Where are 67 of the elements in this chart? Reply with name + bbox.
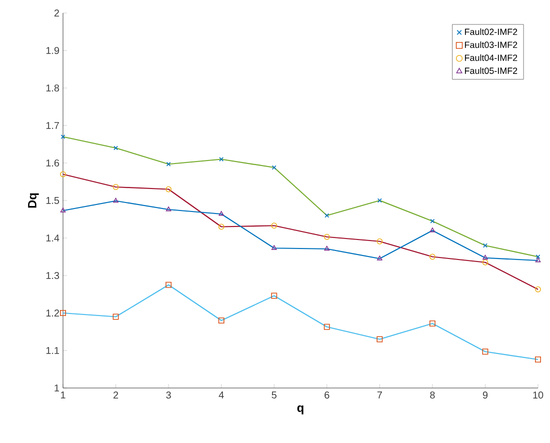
point (60, 134, 66, 139)
y-axis-title: Dq (28, 193, 39, 208)
point (429, 254, 436, 260)
point (482, 254, 488, 260)
y-tick-label: 1.1 (46, 347, 59, 354)
x-tick-label: 7 (377, 392, 382, 398)
point (324, 234, 330, 240)
point (218, 211, 224, 216)
y-tick-label: 1.7 (46, 122, 59, 129)
point (324, 324, 330, 330)
point (166, 206, 172, 212)
point (166, 282, 172, 288)
point (535, 356, 541, 362)
legend-label: Fault05-IMF2 (464, 67, 518, 74)
y-tick-label: 1.2 (46, 310, 59, 316)
point (535, 258, 541, 262)
point (218, 224, 224, 230)
point (271, 245, 277, 250)
y-tick-label: 2 (54, 10, 59, 16)
point (219, 157, 224, 162)
point (218, 318, 224, 324)
point (114, 146, 118, 150)
line-series (60, 134, 540, 259)
x-tick-label: 10 (533, 392, 544, 399)
point (429, 320, 436, 326)
x-tick-label: 2 (114, 392, 118, 398)
legend-label: Fault04-IMF2 (464, 54, 518, 61)
x-tick-label: 3 (166, 392, 171, 399)
x-tick-label: 1 (60, 392, 66, 398)
x-axis-title: q (297, 405, 304, 414)
y-tick-label: 1.6 (46, 159, 60, 167)
x-tick-label: 6 (324, 392, 330, 399)
point (430, 218, 435, 224)
x-tick-label: 4 (218, 392, 224, 398)
point (482, 259, 488, 266)
point (271, 292, 278, 299)
point (482, 348, 488, 355)
legend-label: Fault02-IMF2 (464, 28, 518, 36)
point (113, 198, 118, 203)
point (430, 228, 436, 232)
point (377, 198, 382, 203)
point (112, 314, 119, 320)
y-tick-label: 1.4 (46, 234, 60, 242)
point (271, 222, 278, 229)
point (112, 184, 119, 190)
y-tick-label: 1 (54, 384, 59, 392)
point (376, 238, 383, 244)
x-tick-label: 5 (272, 392, 276, 398)
point (166, 162, 171, 166)
point (377, 256, 382, 260)
point (272, 165, 276, 170)
x-tick-label: 8 (430, 392, 435, 399)
y-tick-label: 1.5 (46, 197, 60, 204)
point (482, 243, 488, 248)
point (324, 213, 330, 218)
y-tick-label: 1.8 (46, 84, 60, 92)
y-tick-label: 1.3 (46, 272, 60, 280)
point (60, 171, 66, 178)
point (166, 186, 172, 192)
point (324, 246, 330, 251)
point (60, 310, 66, 316)
point (60, 208, 66, 212)
point (376, 336, 383, 342)
y-tick-label: 1.9 (46, 46, 60, 54)
x-tick-label: 9 (482, 392, 488, 399)
legend-label: Fault03-IMF2 (464, 41, 518, 48)
point (535, 286, 541, 292)
